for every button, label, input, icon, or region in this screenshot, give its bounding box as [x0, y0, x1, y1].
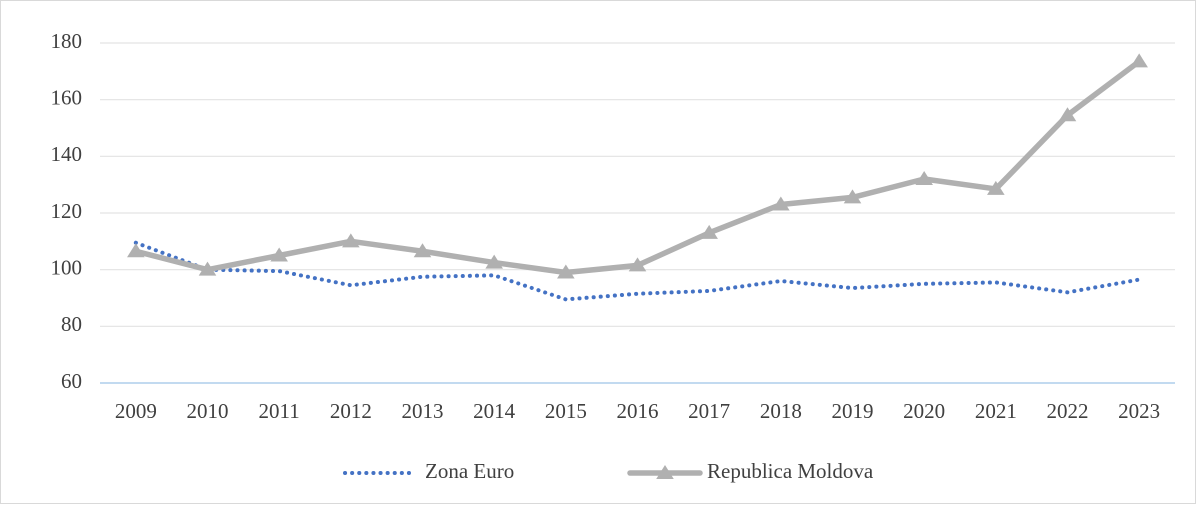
x-tick-label: 2023: [1118, 399, 1160, 423]
legend-label: Zona Euro: [425, 459, 514, 483]
x-tick-label: 2010: [187, 399, 229, 423]
line-marker: [1130, 53, 1148, 68]
y-tick-label: 80: [61, 312, 82, 336]
y-tick-label: 100: [51, 255, 83, 279]
line-marker: [270, 247, 288, 262]
legend-marker: [656, 465, 674, 479]
x-tick-label: 2014: [473, 399, 516, 423]
line-marker: [198, 261, 217, 276]
y-tick-label: 160: [51, 85, 83, 109]
line-marker: [485, 254, 503, 269]
y-tick-label: 140: [51, 142, 83, 166]
line-marker: [628, 257, 647, 272]
line-marker: [413, 243, 432, 258]
x-tick-label: 2016: [617, 399, 659, 423]
x-tick-label: 2022: [1047, 399, 1089, 423]
x-tick-label: 2020: [903, 399, 945, 423]
line-marker: [342, 233, 360, 248]
y-tick-label: 180: [51, 29, 83, 53]
x-tick-label: 2019: [832, 399, 874, 423]
x-tick-label: 2013: [402, 399, 444, 423]
x-tick-label: 2015: [545, 399, 587, 423]
line-marker: [127, 243, 145, 258]
series-line: [133, 240, 1142, 302]
x-tick-label: 2018: [760, 399, 802, 423]
x-tick-label: 2009: [115, 399, 157, 423]
x-tick-label: 2012: [330, 399, 372, 423]
y-tick-label: 120: [51, 199, 83, 223]
line-marker: [987, 180, 1005, 195]
line-marker: [557, 264, 575, 279]
y-tick-label: 60: [61, 369, 82, 393]
x-tick-label: 2011: [259, 399, 300, 423]
line-marker: [915, 171, 933, 185]
x-tick-label: 2021: [975, 399, 1017, 423]
line-marker: [772, 196, 790, 211]
line-marker: [700, 224, 718, 239]
legend-label: Republica Moldova: [707, 459, 874, 483]
x-tick-label: 2017: [688, 399, 730, 423]
line-marker: [843, 189, 862, 204]
line-marker: [1058, 107, 1077, 122]
